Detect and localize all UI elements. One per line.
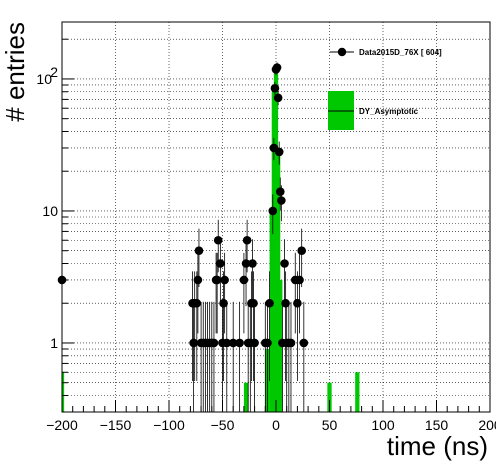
- x-tick-label: 100: [371, 417, 395, 433]
- x-tick-label: 150: [425, 417, 449, 433]
- data-points: [57, 62, 309, 412]
- mc-bar: [327, 382, 332, 412]
- data-point: [265, 298, 274, 308]
- data-point: [213, 235, 223, 245]
- x-tick-label: −200: [46, 417, 78, 433]
- mc-bar: [269, 210, 274, 412]
- data-point: [268, 206, 278, 216]
- data-point: [219, 298, 228, 308]
- x-axis: −200 −150 −100 −50 0 50 100 150 200: [46, 400, 496, 433]
- mc-bar: [243, 382, 249, 412]
- x-axis-title: time (ns): [387, 431, 488, 461]
- data-point: [248, 259, 257, 268]
- x-tick-label: −50: [211, 417, 235, 433]
- data-point: [273, 93, 283, 103]
- data-point: [263, 338, 272, 348]
- data-point: [270, 83, 280, 93]
- data-point: [274, 147, 284, 157]
- y-tick-exponent: 2: [50, 64, 58, 80]
- data-point: [249, 298, 258, 308]
- data-point: [220, 275, 229, 285]
- x-tick-label: −100: [153, 417, 185, 433]
- data-point: [241, 259, 251, 268]
- data-point: [242, 235, 252, 245]
- data-point: [280, 259, 289, 268]
- mc-bar: [62, 372, 65, 412]
- data-point: [293, 298, 302, 308]
- data-point: [194, 246, 204, 255]
- data-point: [228, 338, 238, 348]
- data-point: [189, 338, 198, 348]
- legend-mc-label: DY_Asymptotic: [359, 107, 419, 116]
- data-point: [299, 338, 309, 348]
- data-point: [193, 275, 203, 285]
- data-point: [216, 259, 225, 268]
- y-axis-title: # entries: [0, 22, 30, 122]
- data-point: [275, 187, 285, 196]
- x-tick-label: 50: [322, 417, 338, 433]
- x-tick-label: 0: [272, 417, 280, 433]
- x-tick-label: −150: [100, 417, 132, 433]
- x-tick-label: 200: [478, 417, 496, 433]
- legend-data-label: Data2015D_76X [ 604]: [359, 48, 442, 57]
- y-tick-label: 10: [42, 203, 58, 219]
- data-point: [192, 298, 202, 308]
- y-tick-label: 10: [36, 71, 52, 87]
- data-point: [212, 275, 222, 285]
- y-tick-label: 1: [50, 335, 58, 351]
- data-point: [277, 196, 286, 205]
- data-point: [209, 338, 219, 348]
- data-point: [295, 275, 304, 285]
- data-point: [286, 338, 296, 348]
- data-point: [297, 246, 306, 255]
- data-point: [239, 275, 249, 285]
- data-point: [281, 298, 290, 308]
- legend: Data2015D_76X [ 604] DY_Asymptotic: [328, 47, 442, 130]
- data-point: [235, 338, 244, 348]
- mc-bar: [355, 372, 360, 412]
- data-point: [272, 63, 282, 72]
- data-point: [250, 338, 259, 348]
- data-point: [222, 338, 232, 348]
- legend-data-marker: [337, 47, 347, 57]
